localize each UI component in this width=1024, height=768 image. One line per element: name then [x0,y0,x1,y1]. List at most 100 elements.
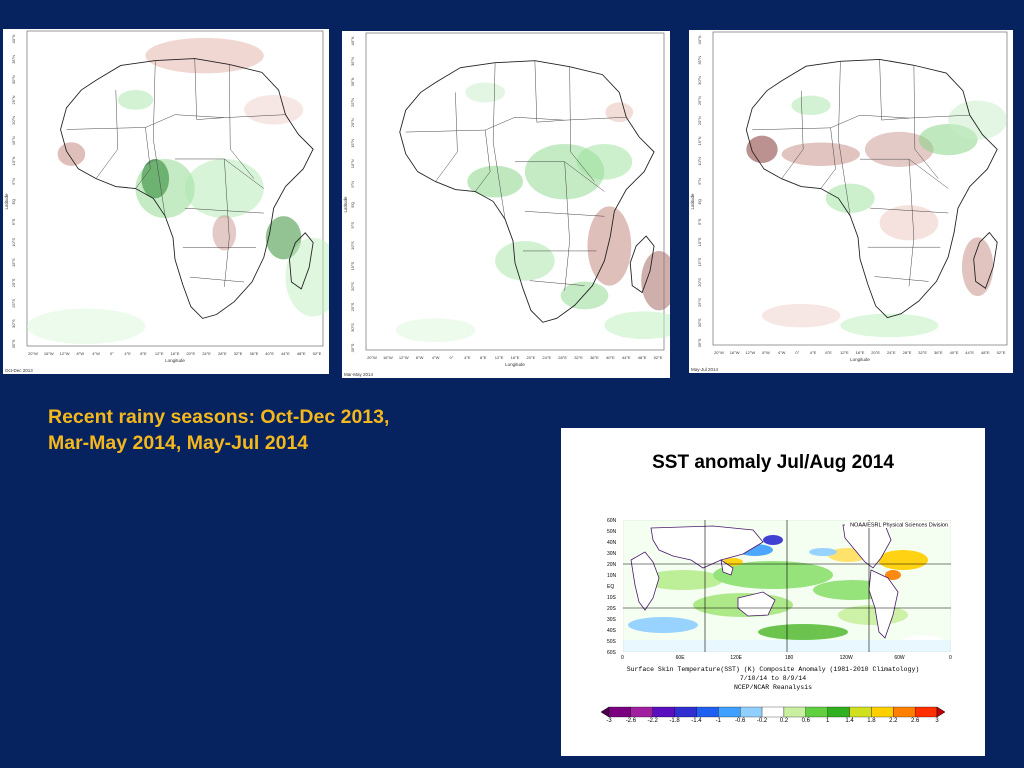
map-panel-may-jul-2014: 40°N 35°N 30°N 25°N 20°N 15°N 10°N 5°N EQ 5°S 10°S… [689,30,1013,373]
latitude-tick-label: EQ [350,202,355,208]
map-panel-mar-may-2014: 40°N 35°N 30°N 25°N 20°N 15°N 10°N 5°N EQ 5°S 10°S… [342,31,670,378]
longitude-tick-label: 4°W [92,351,100,356]
sst-lon-tick-label: 180 [785,655,794,661]
longitude-tick-label: 0° [450,355,454,360]
africa-coastline [745,58,998,319]
colorbar-max-arrow [936,706,945,718]
sst-lat-tick-label: 60S [607,650,616,656]
rainfall-anomaly-blob [948,100,1007,140]
country-border [475,130,491,192]
latitude-tick-label: 25°S [350,302,355,311]
longitude-tick-label: 24°E [542,355,551,360]
colorbar-segment [761,706,785,718]
latitude-tick-label: 20°S [697,278,702,287]
longitude-tick-label: 44°E [281,351,290,356]
latitude-tick-label: 25°N [11,95,16,104]
rainfall-anomaly-blob [879,205,939,241]
rainfall-anomaly-blob [864,131,934,167]
longitude-tick-label: 52°E [313,351,322,356]
colorbar-segment [608,706,632,718]
africa-coastline [60,58,314,319]
colorbar-segment [674,706,697,718]
latitude-tick-label: 40°N [697,35,702,44]
latitude-tick-label: 15°S [11,258,16,267]
africa-rainfall-map: 40°N 35°N 30°N 25°N 20°N 15°N 10°N 5°N EQ 5°S 10°S… [4,30,329,373]
rainfall-anomaly-blob [395,318,476,343]
colorbar-tick-label: 1 [825,718,830,724]
longitude-tick-label: 20°W [367,355,377,360]
colorbar-tick-label: -0.6 [735,718,746,724]
longitude-tick-label: 24°E [887,350,896,355]
colorbar-segment [652,706,675,718]
colorbar-segment [827,706,850,718]
longitude-axis-label: Longitude [165,358,185,363]
latitude-tick-label: 35°N [350,57,355,66]
longitude-tick-label: 52°E [997,350,1006,355]
longitude-tick-label: 36°E [590,355,599,360]
country-border [838,61,851,216]
colorbar-tick-label: -2.2 [647,718,658,724]
latitude-tick-label: 30°N [11,75,16,84]
longitude-tick-label: 52°E [654,355,663,360]
africa-rainfall-map: 40°N 35°N 30°N 25°N 20°N 15°N 10°N 5°N EQ 5°S 10°S… [343,32,670,377]
country-border [913,65,939,179]
longitude-tick-label: 8°E [480,355,487,360]
longitude-tick-label: 20°E [871,350,880,355]
longitude-tick-label: 36°E [934,350,943,355]
rainfall-anomaly-blob [605,102,634,123]
country-border [524,211,605,217]
country-border [189,276,245,283]
rainfall-anomaly-blob [145,37,264,74]
country-border [66,114,286,130]
sst-lat-tick-label: EQ [607,584,615,590]
longitude-tick-label: 28°E [218,351,227,356]
colorbar-segment [893,706,916,718]
rainfall-anomaly-blob [285,237,329,317]
longitude-tick-label: 48°E [638,355,647,360]
longitude-tick-label: 40°E [265,351,274,356]
longitude-tick-label: 28°E [903,350,912,355]
rainfall-anomaly-blob [641,250,670,311]
rainfall-anomaly-blob [27,308,146,345]
longitude-axis-label: Longitude [505,362,525,367]
sst-lat-tick-label: 40S [607,628,616,634]
country-border [435,92,458,182]
rainfall-anomaly-blob [762,303,841,328]
longitude-tick-label: 16°E [856,350,865,355]
country-border [879,59,910,121]
colorbar-tick-label: -0.2 [756,718,768,724]
latitude-tick-label: 40°N [11,34,16,43]
country-border [869,207,949,214]
longitude-tick-label: 40°E [606,355,615,360]
sst-footer-line2: 7/10/14 to 8/9/14 [739,675,807,682]
rainfall-anomaly-blob [141,158,170,199]
rainfall-anomaly-blob [825,183,875,213]
latitude-tick-label: 15°N [350,139,355,148]
rainfall-anomaly-blob [746,135,778,164]
panel-period-label: Mar-May 2014 [344,372,374,377]
longitude-tick-label: 48°E [981,350,990,355]
latitude-tick-label: 10°N [11,156,16,165]
latitude-tick-label: 30°S [350,323,355,332]
latitude-tick-label: 5°S [11,218,16,225]
longitude-tick-label: 8°W [762,350,770,355]
madagascar-outline [973,231,998,289]
colorbar-tick-label: -1.8 [669,718,680,724]
colorbar-segment [849,706,872,718]
country-border [194,58,225,120]
sst-lat-tick-label: 30N [607,551,617,557]
madagascar-outline [289,232,314,290]
country-border [95,90,119,179]
latitude-tick-label: 15°S [350,261,355,270]
longitude-tick-label: 44°E [622,355,631,360]
slide-caption: Recent rainy seasons: Oct-Dec 2013, Mar-… [48,406,390,454]
rainfall-anomaly-blob [465,82,506,103]
map-panel-oct-dec-2013: 40°N 35°N 30°N 25°N 20°N 15°N 10°N 5°N EQ 5°S 10°S… [3,29,329,374]
latitude-tick-label: 25°N [350,98,355,107]
longitude-tick-label: 8°E [140,351,147,356]
country-border [820,127,836,189]
colorbar-tick-label: -1 [715,718,721,724]
latitude-tick-label: 30°N [697,76,702,85]
country-border [564,161,570,291]
colorbar-segment [871,706,894,718]
